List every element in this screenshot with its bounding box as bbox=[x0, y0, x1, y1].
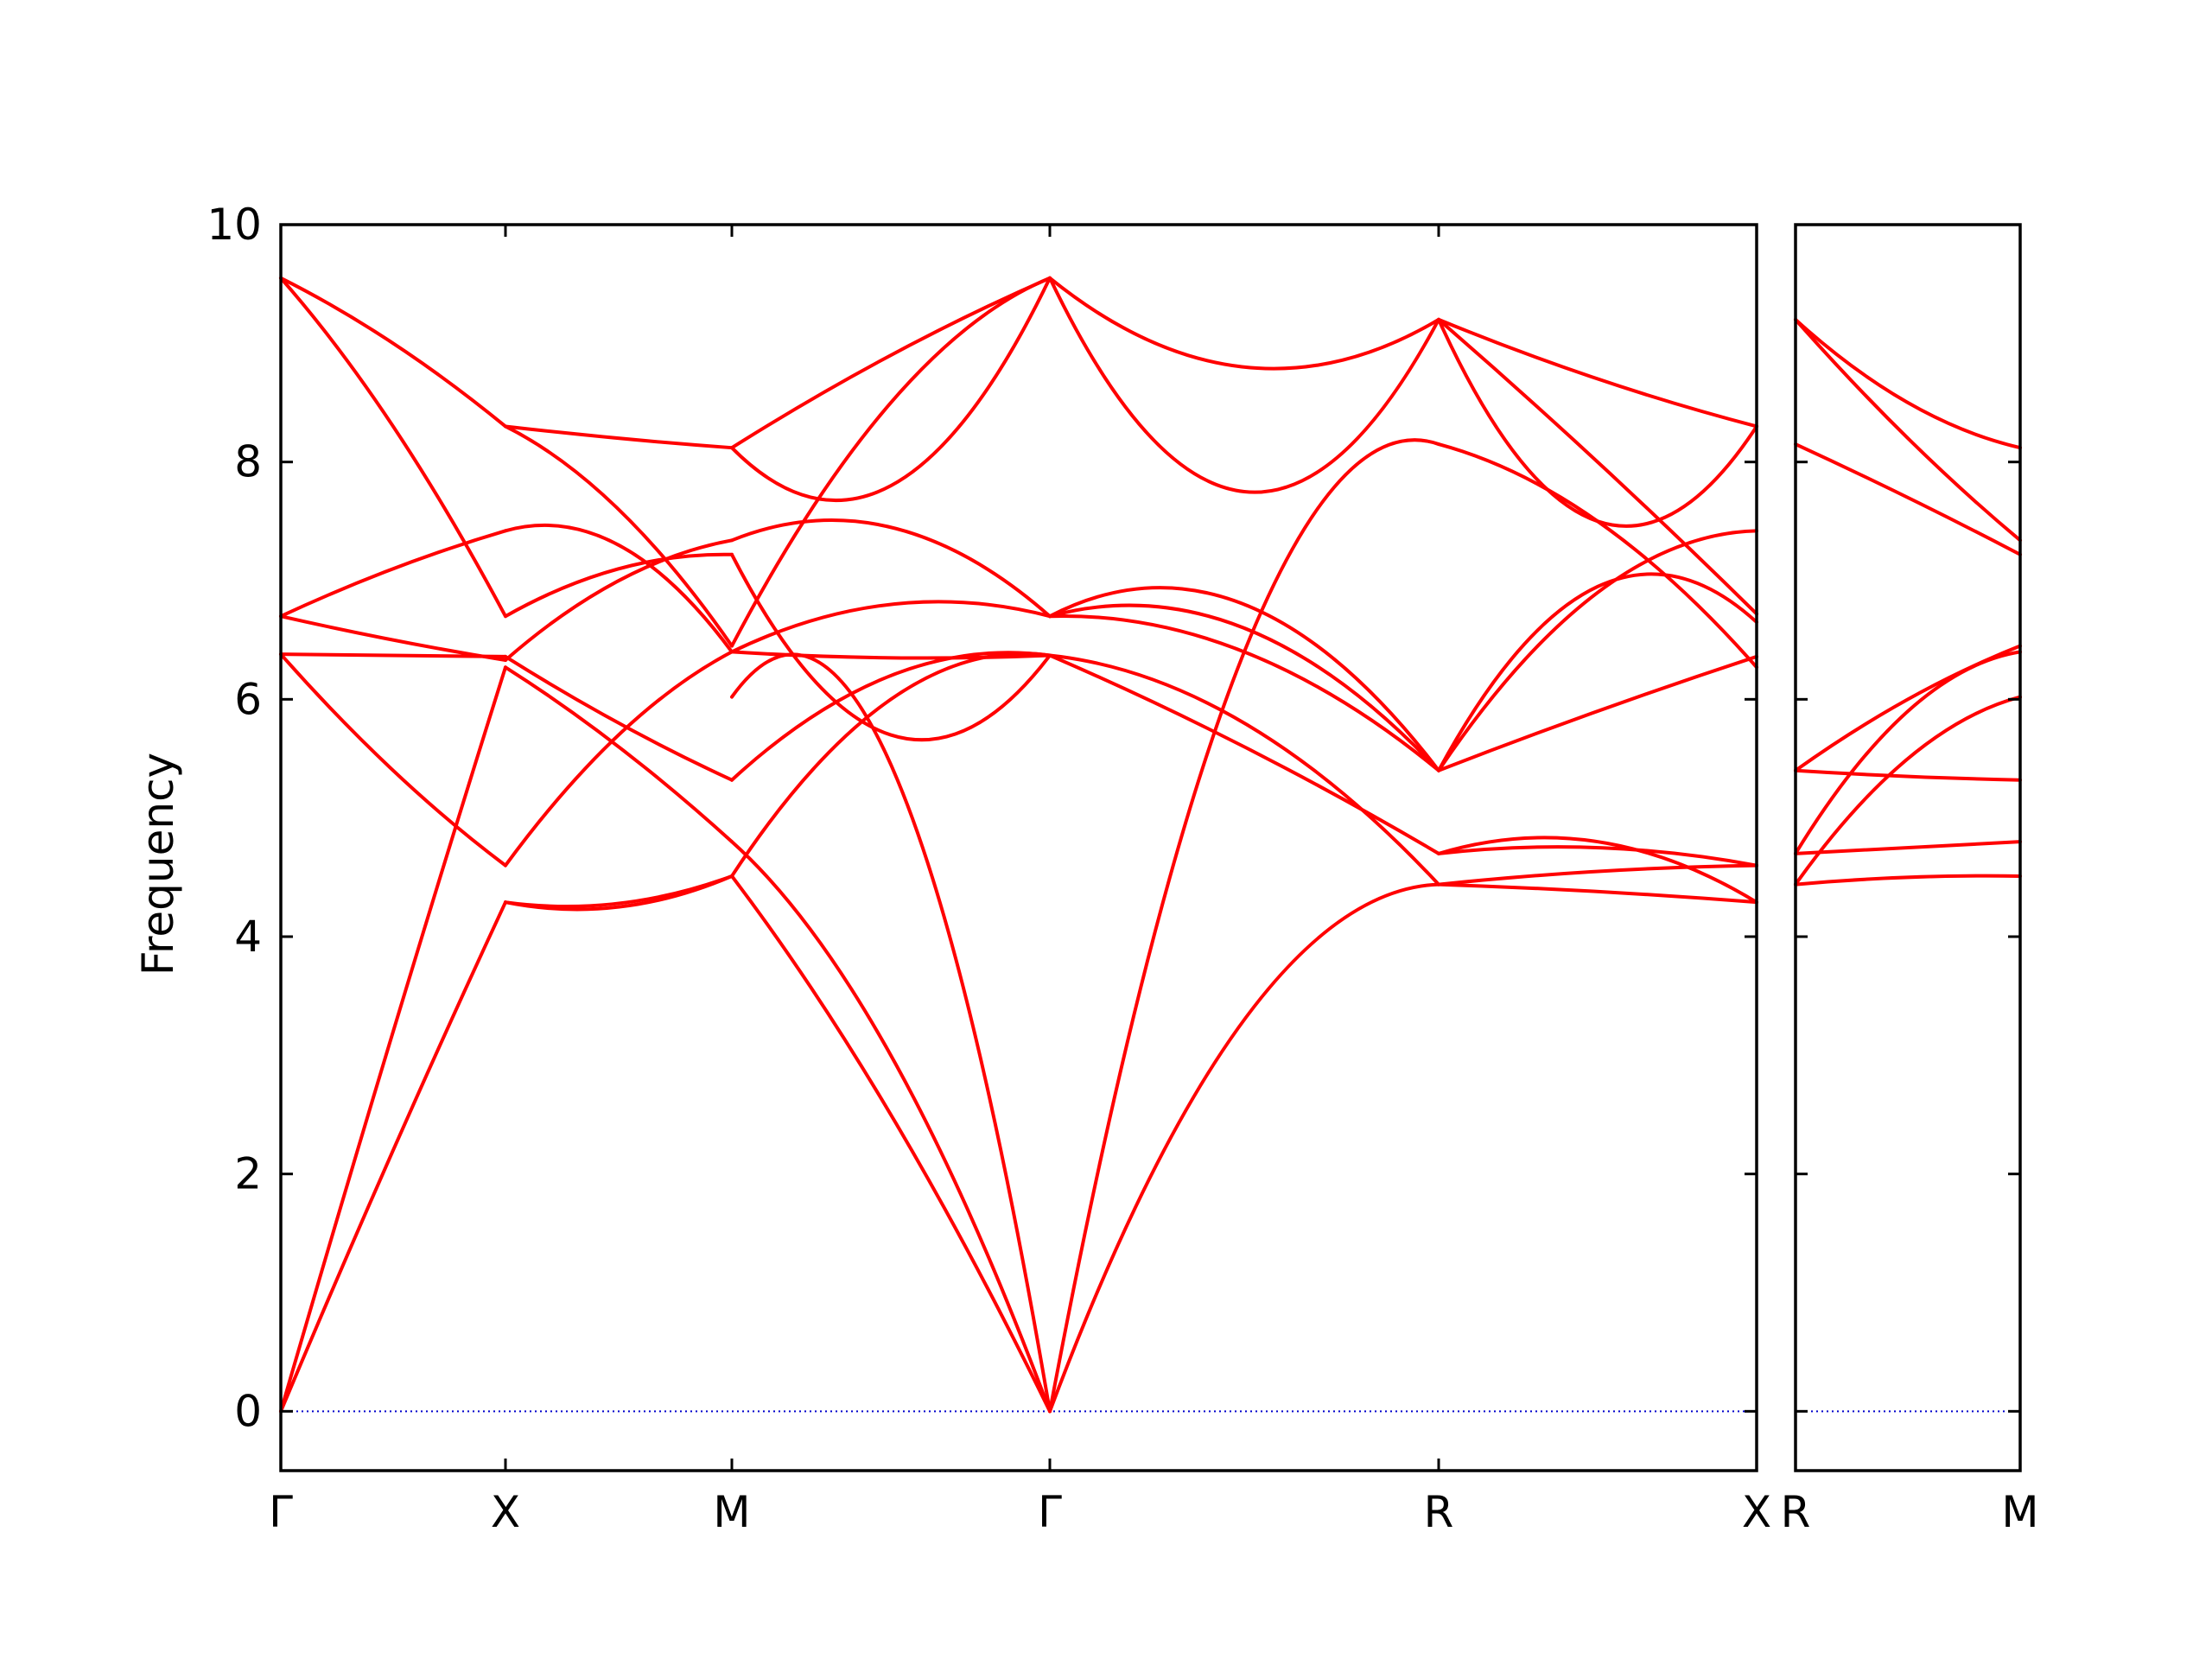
band-main-Γ-R-6 bbox=[1048, 603, 1440, 772]
band-main-M-Γ-11 bbox=[730, 276, 1052, 503]
band-main-M-Γ-8 bbox=[730, 552, 1052, 742]
band-main-X-M-5 bbox=[504, 654, 734, 782]
band-main-Γ-R-3 bbox=[1048, 653, 1440, 887]
band-main-M-Γ-7 bbox=[730, 650, 1052, 660]
band-main-R-X-8 bbox=[1437, 442, 1758, 670]
x-tick-label: Γ bbox=[269, 1487, 293, 1537]
band-main-M-Γ-12 bbox=[730, 276, 1052, 450]
axes-frame bbox=[1794, 223, 2022, 1472]
x-tick-label: X bbox=[491, 1487, 520, 1537]
band-side-R-M-9 bbox=[1794, 317, 2022, 450]
x-tick-label: R bbox=[1424, 1487, 1454, 1537]
y-tick-label: 2 bbox=[234, 1149, 262, 1199]
band-main-M-Γ-10 bbox=[730, 276, 1052, 648]
x-tick-label: X bbox=[1742, 1487, 1771, 1537]
band-main-R-X-7 bbox=[1437, 654, 1758, 772]
band-main-Γ-R-4 bbox=[1048, 653, 1440, 855]
band-main-R-X-9 bbox=[1437, 317, 1758, 528]
band-main-M-Γ-3 bbox=[730, 652, 1052, 1414]
x-tick-label: M bbox=[713, 1487, 750, 1537]
band-main-M-Γ-5 bbox=[730, 651, 1052, 782]
main-panel: 0 2 4 6 8 10 Γ X M Γ R X bbox=[207, 200, 1771, 1537]
band-side-R-M-8 bbox=[1794, 317, 2022, 543]
band-main-M-Γ-9 bbox=[730, 518, 1052, 619]
band-main-R-X-4 bbox=[1437, 845, 1758, 868]
x-tick-label: Γ bbox=[1038, 1487, 1062, 1537]
axes-frame bbox=[279, 223, 1758, 1472]
band-main-M-Γ-6 bbox=[730, 600, 1052, 654]
band-side-R-M-4 bbox=[1794, 650, 2022, 855]
x-tick-label: M bbox=[2001, 1487, 2038, 1537]
band-main-Γ-X-8 bbox=[279, 276, 507, 429]
band-main-R-X-10 bbox=[1437, 317, 1758, 616]
y-tick-label: 10 bbox=[207, 200, 262, 250]
band-side-R-M-5 bbox=[1794, 768, 2022, 782]
band-main-R-X-6 bbox=[1437, 572, 1758, 772]
x-tick-label: R bbox=[1781, 1487, 1811, 1537]
band-main-Γ-R-1 bbox=[1048, 882, 1440, 1414]
band-main-Γ-X-2 bbox=[279, 665, 507, 1414]
y-tick-label: 4 bbox=[234, 912, 262, 962]
y-tick-label: 0 bbox=[234, 1386, 262, 1436]
band-main-X-M-2 bbox=[504, 874, 734, 908]
band-main-R-X-1 bbox=[1437, 882, 1758, 905]
band-main-M-Γ-1 bbox=[730, 874, 1052, 1414]
band-side-R-M-7 bbox=[1794, 442, 2022, 556]
band-main-X-M-6 bbox=[504, 538, 734, 663]
band-main-Γ-R-5 bbox=[1048, 613, 1440, 772]
y-tick-label: 8 bbox=[234, 437, 262, 487]
band-main-X-M-3 bbox=[504, 650, 734, 868]
band-main-X-M-8 bbox=[504, 523, 734, 654]
y-axis-label: Frequency bbox=[133, 753, 183, 976]
band-main-R-X-5 bbox=[1437, 529, 1758, 772]
band-main-Γ-R-9 bbox=[1048, 276, 1440, 371]
band-main-Γ-X-5 bbox=[279, 614, 507, 663]
band-side-R-M-3 bbox=[1794, 840, 2022, 855]
band-main-Γ-R-8 bbox=[1048, 276, 1440, 494]
band-main-X-M-4 bbox=[504, 665, 734, 844]
band-main-Γ-X-1 bbox=[279, 900, 507, 1414]
band-main-R-X-3 bbox=[1437, 836, 1758, 905]
band-main-X-M-9 bbox=[504, 424, 734, 648]
band-main-X-M-7 bbox=[504, 552, 734, 619]
band-main-M-Γ-4 bbox=[730, 652, 1052, 878]
band-main-Γ-X-4 bbox=[279, 652, 507, 868]
band-main-X-M-10 bbox=[504, 424, 734, 450]
y-tick-label: 6 bbox=[234, 674, 262, 724]
band-main-Γ-X-6 bbox=[279, 529, 507, 619]
band-side-R-M-2 bbox=[1794, 695, 2022, 887]
band-side-R-M-1 bbox=[1794, 874, 2022, 887]
band-main-R-X-2 bbox=[1437, 863, 1758, 887]
band-main-M-Γ-2 bbox=[730, 840, 1052, 1414]
band-side-R-M-6 bbox=[1794, 644, 2022, 772]
band-main-Γ-X-7 bbox=[279, 276, 507, 619]
band-main-R-X-11 bbox=[1437, 317, 1758, 429]
band-main-Γ-R-7 bbox=[1048, 586, 1440, 772]
